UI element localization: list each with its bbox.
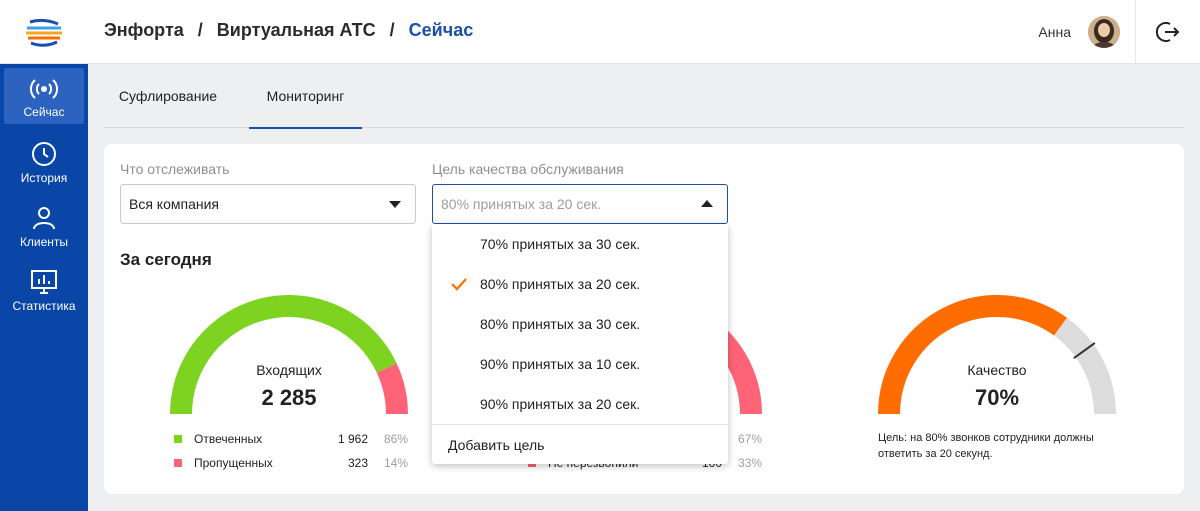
broadcast-icon	[30, 79, 58, 99]
tab-monitoring[interactable]: Мониторинг	[249, 64, 362, 129]
goal-option-80-20[interactable]: 80% принятых за 20 сек.	[432, 264, 728, 304]
check-icon	[451, 278, 467, 291]
legend-count: 323	[347, 456, 368, 470]
clock-icon	[32, 142, 56, 166]
person-icon	[33, 207, 55, 230]
goal-option-90-20[interactable]: 90% принятых за 20 сек.	[432, 384, 728, 424]
legend-answered: Отвеченных	[174, 431, 262, 447]
legend-label: Пропущенных	[194, 456, 273, 470]
goal-option-label: 80% принятых за 20 сек.	[480, 276, 641, 292]
add-goal-button[interactable]: Добавить цель	[448, 436, 545, 453]
incoming-gauge-value: 2 285	[261, 385, 317, 410]
tab-bar: Суфлирование Мониторинг	[104, 64, 1184, 129]
legend-percent: 86%	[383, 432, 408, 446]
sidebar-item-label: История	[20, 171, 68, 185]
quality-gauge-target-marker	[1073, 342, 1096, 359]
header-divider	[1135, 0, 1136, 64]
quality-gauge-rest-arc	[1053, 317, 1116, 415]
goal-label: Цель качества обслуживания	[432, 161, 624, 177]
dropdown-divider	[432, 424, 728, 425]
caret-down-icon	[389, 201, 401, 208]
legend-count: 1 962	[337, 432, 368, 446]
quality-gauge-value-arc	[878, 295, 1067, 415]
monitor-chart-icon	[31, 270, 57, 294]
goal-option-label: 70% принятых за 30 сек.	[480, 236, 641, 252]
breadcrumb-item-company[interactable]: Энфорта	[104, 20, 184, 40]
sidebar-item-now[interactable]: Сейчас	[4, 68, 84, 124]
goal-option-80-30[interactable]: 80% принятых за 30 сек.	[432, 304, 728, 344]
logout-button[interactable]	[1155, 20, 1180, 44]
goal-select[interactable]: 80% принятых за 20 сек.	[432, 184, 728, 224]
quality-gauge-label: Качество	[967, 362, 1027, 378]
track-select[interactable]: Вся компания	[120, 184, 416, 224]
breadcrumb-item-current: Сейчас	[408, 20, 474, 40]
goal-option-label: 90% принятых за 10 сек.	[480, 356, 641, 372]
goal-option-label: 80% принятых за 30 сек.	[480, 316, 641, 332]
quality-gauge	[878, 295, 1116, 415]
track-label: Что отслеживать	[120, 161, 230, 177]
goal-option-label: 90% принятых за 20 сек.	[480, 396, 641, 412]
sidebar-item-clients[interactable]: Клиенты	[4, 196, 84, 252]
goal-option-70-30[interactable]: 70% принятых за 30 сек.	[432, 224, 728, 264]
user-name[interactable]: Анна	[1038, 24, 1071, 40]
goal-select-placeholder: 80% принятых за 20 сек.	[441, 196, 602, 212]
goal-dropdown-menu: 70% принятых за 30 сек. 80% принятых за …	[432, 224, 728, 464]
quality-gauge-value: 70%	[974, 385, 1020, 410]
enforta-logo-icon	[26, 13, 62, 50]
breadcrumb-item-vpbx[interactable]: Виртуальная АТС	[216, 20, 376, 40]
incoming-gauge-answered-arc	[170, 295, 397, 415]
tab-prompting[interactable]: Суфлирование	[118, 88, 218, 104]
avatar-image-icon	[1088, 16, 1120, 48]
goal-option-90-10[interactable]: 90% принятых за 10 сек.	[432, 344, 728, 384]
breadcrumb-separator: /	[389, 20, 395, 40]
legend-dot-answered	[174, 435, 182, 443]
sidebar: Сейчас История Клиенты Статистика	[0, 0, 88, 511]
incoming-gauge-missed-arc	[376, 363, 408, 415]
sidebar-item-history[interactable]: История	[4, 132, 84, 188]
sidebar-item-label: Клиенты	[19, 235, 69, 249]
logo[interactable]	[0, 0, 88, 64]
caret-up-icon	[701, 200, 713, 207]
legend-dot-missed	[174, 459, 182, 467]
legend-label: Отвеченных	[194, 432, 263, 446]
logout-icon	[1155, 22, 1180, 42]
sidebar-item-statistics[interactable]: Статистика	[4, 260, 84, 316]
legend-percent: 67%	[737, 432, 762, 446]
incoming-gauge	[170, 295, 408, 415]
legend-missed: Пропущенных	[174, 455, 273, 471]
legend-percent: 14%	[383, 456, 408, 470]
avatar[interactable]	[1088, 16, 1120, 48]
sidebar-item-label: Статистика	[12, 299, 76, 313]
monitoring-card: Что отслеживать Вся компания Цель качест…	[104, 144, 1184, 494]
section-title: За сегодня	[120, 250, 212, 269]
track-select-value: Вся компания	[129, 196, 220, 212]
quality-note: Цель: на 80% звонков сотрудники должны о…	[878, 432, 1094, 460]
legend-percent: 33%	[737, 456, 762, 470]
breadcrumb-separator: /	[197, 20, 203, 40]
header: Энфорта / Виртуальная АТС / Сейчас Анна	[88, 0, 1200, 64]
incoming-gauge-label: Входящих	[256, 362, 322, 378]
sidebar-item-label: Сейчас	[23, 105, 65, 119]
breadcrumb: Энфорта / Виртуальная АТС / Сейчас	[104, 20, 473, 41]
